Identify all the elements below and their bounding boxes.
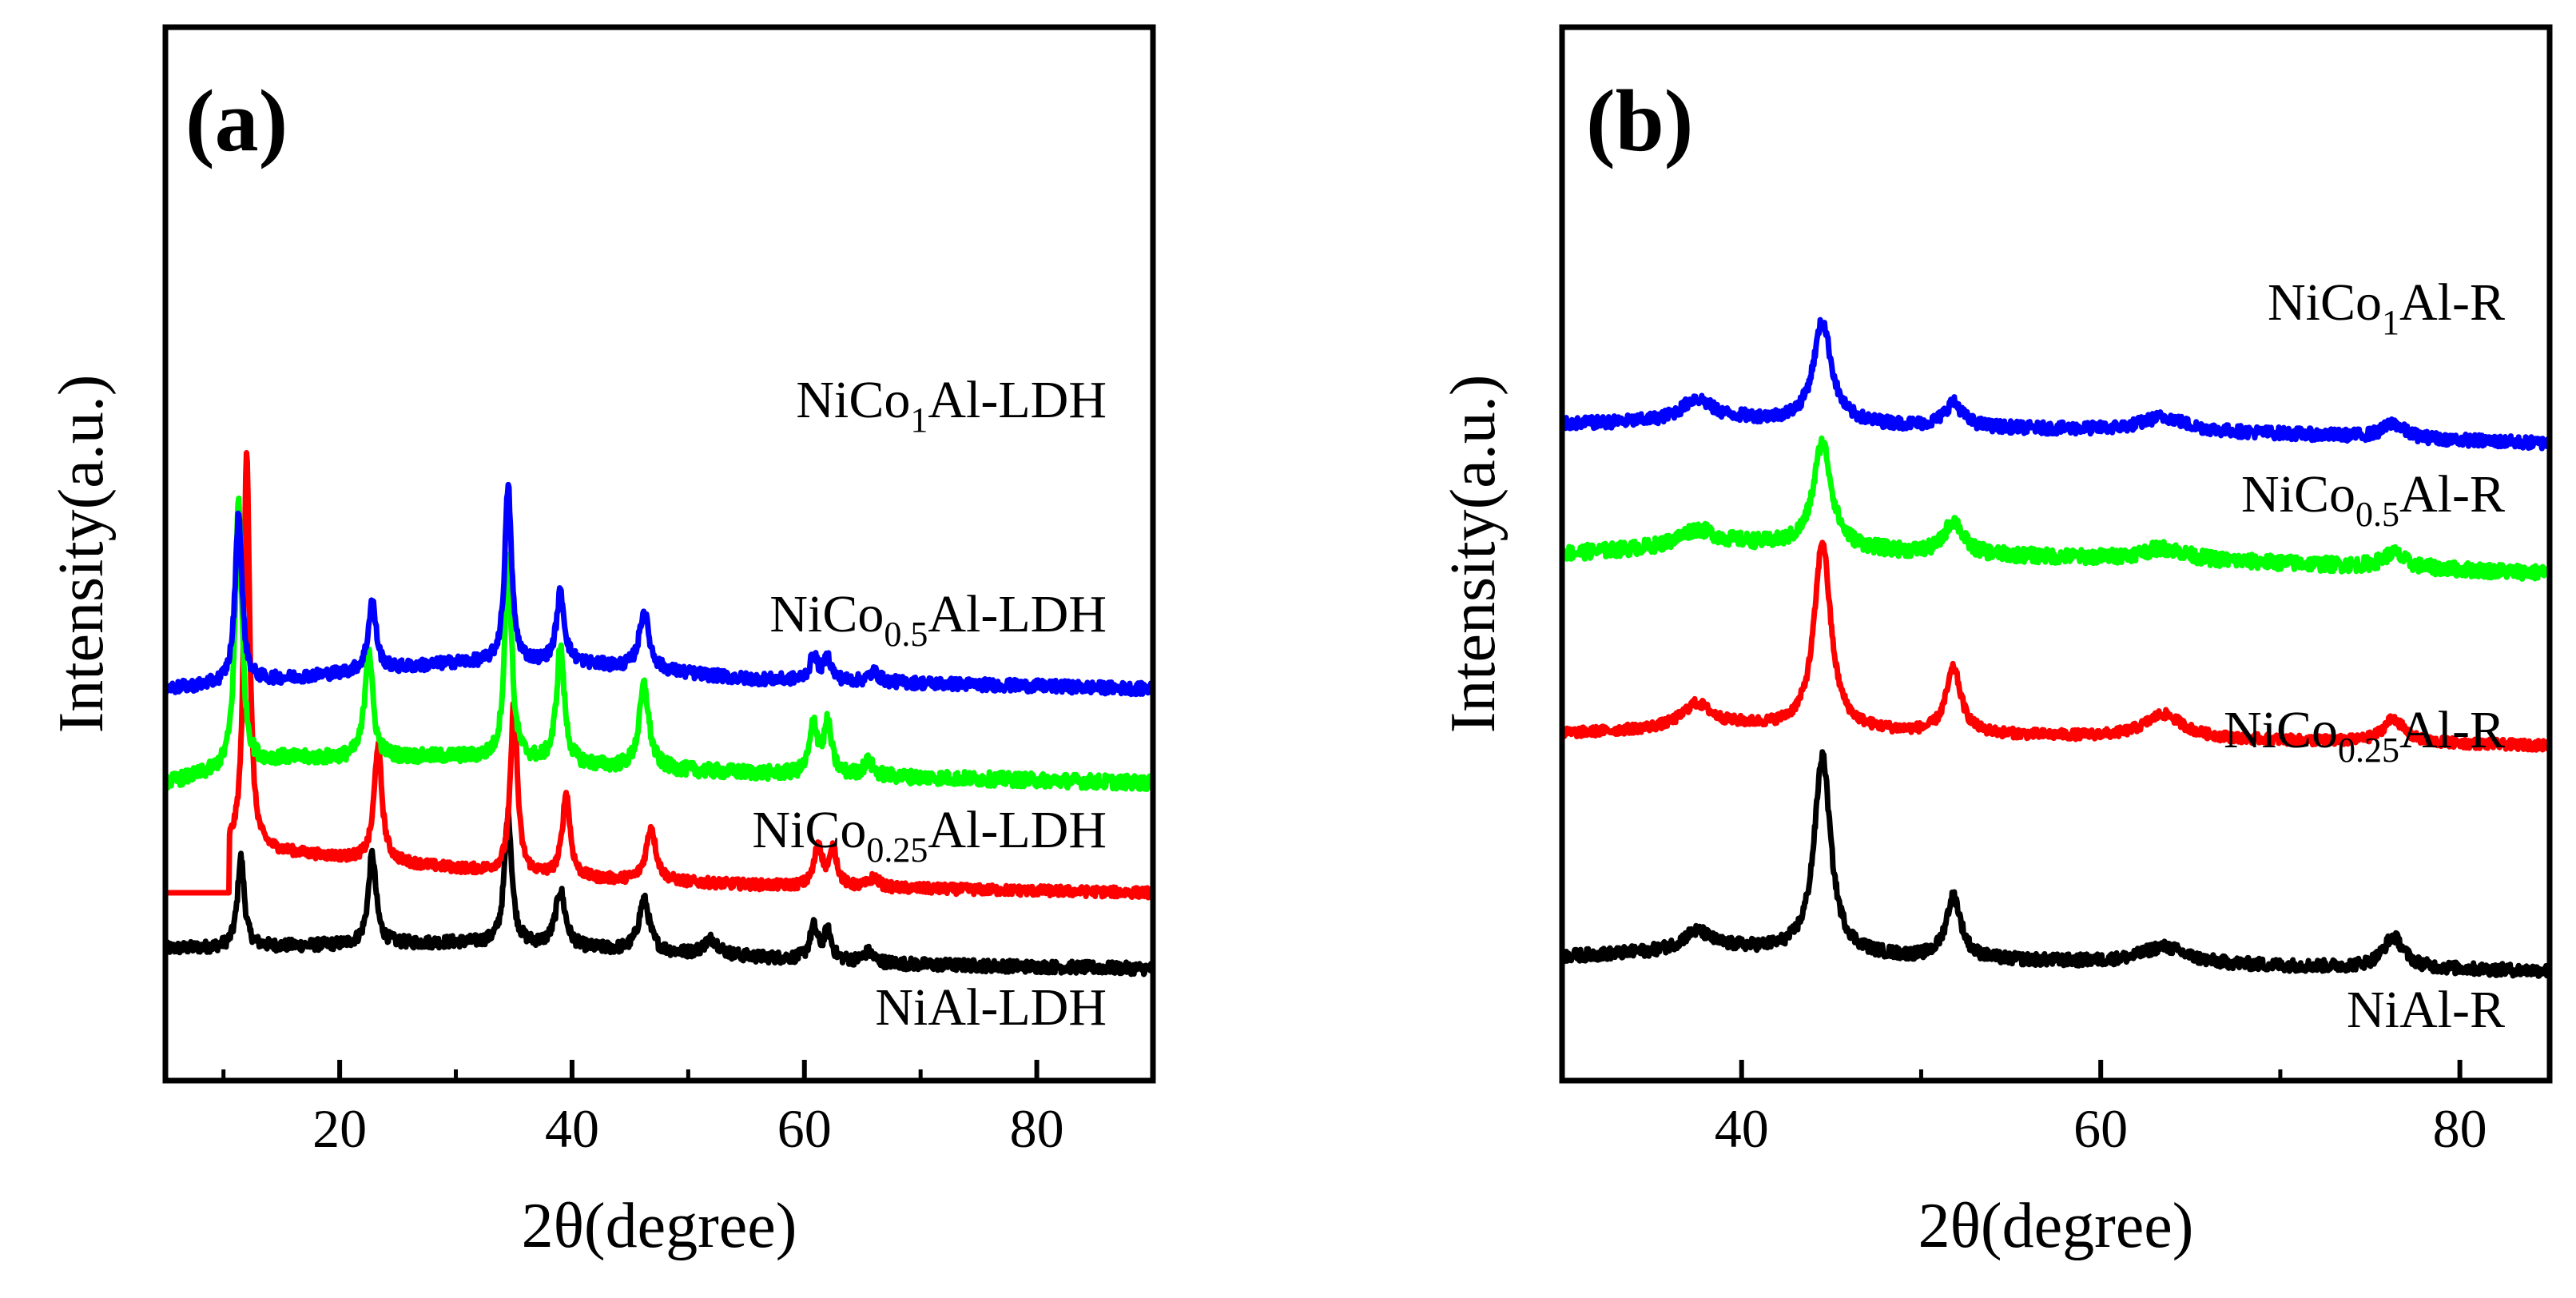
panel-b-curves bbox=[1559, 317, 2553, 979]
series-line-NiCo0.5Al-R bbox=[1559, 435, 2553, 582]
panel-b-frame bbox=[1559, 24, 2553, 1084]
panel-a-curves bbox=[162, 450, 1156, 977]
series-line-NiAl-LDH bbox=[162, 806, 1155, 977]
series-label-NiAl-R: NiAl-R bbox=[2347, 981, 2505, 1039]
panel-a-frame bbox=[162, 24, 1156, 1084]
series-line-NiAl-R bbox=[1559, 749, 2553, 979]
panel-b-x-ticks: 40 60 80 bbox=[1715, 1060, 2487, 1159]
series-line-NiCo0.5Al-LDH bbox=[162, 496, 1156, 792]
x-tick-label: 80 bbox=[1010, 1098, 1064, 1159]
series-label-NiCo0.25Al-R: NiCo0.25Al-R bbox=[2224, 701, 2505, 770]
x-tick-label: 80 bbox=[2433, 1098, 2487, 1159]
series-line-NiCo1Al-LDH bbox=[163, 481, 1156, 698]
panel-b-label: (b) bbox=[1586, 72, 1693, 169]
x-tick-label: 60 bbox=[777, 1098, 832, 1159]
series-label-NiCo0.5Al-R: NiCo0.5Al-R bbox=[2241, 465, 2505, 534]
series-line-NiCo0.25Al-R bbox=[1559, 540, 2553, 753]
x-tick-label: 60 bbox=[2073, 1098, 2128, 1159]
panel-a-label: (a) bbox=[185, 72, 288, 169]
panel-b: NiAl-R NiCo0.25Al-R NiCo0.5Al-R NiCo1Al-R 4… bbox=[1438, 24, 2553, 1261]
panel-a-x-axis-title: 2θ(degree) bbox=[522, 1191, 797, 1261]
panel-a: NiAl-LDH NiCo0.25Al-LDH NiCo0.5Al-LDH NiCo1… bbox=[46, 24, 1156, 1261]
x-tick-label: 20 bbox=[312, 1098, 367, 1159]
series-label-NiCo1Al-LDH: NiCo1Al-LDH bbox=[796, 371, 1107, 440]
panel-a-series-labels: NiAl-LDH NiCo0.25Al-LDH NiCo0.5Al-LDH NiCo1… bbox=[752, 371, 1107, 1037]
panel-b-series-labels: NiAl-R NiCo0.25Al-R NiCo0.5Al-R NiCo1Al-R bbox=[2224, 273, 2505, 1039]
series-label-NiCo1Al-R: NiCo1Al-R bbox=[2268, 273, 2505, 342]
x-tick-label: 40 bbox=[545, 1098, 599, 1159]
series-line-NiCo0.25Al-LDH bbox=[163, 450, 1156, 901]
series-line-NiCo1Al-R bbox=[1560, 317, 2552, 452]
x-tick-label: 40 bbox=[1715, 1098, 1769, 1159]
panel-b-y-axis-title: Intensity(a.u.) bbox=[1438, 375, 1509, 734]
series-label-NiCo0.25Al-LDH: NiCo0.25Al-LDH bbox=[752, 801, 1107, 870]
series-label-NiAl-LDH: NiAl-LDH bbox=[875, 978, 1107, 1037]
series-label-NiCo0.5Al-LDH: NiCo0.5Al-LDH bbox=[769, 585, 1107, 654]
panel-a-x-ticks: 20 40 60 80 bbox=[221, 1060, 1064, 1159]
panel-b-x-axis-title: 2θ(degree) bbox=[1918, 1191, 2194, 1261]
panel-a-y-axis-title: Intensity(a.u.) bbox=[46, 375, 117, 734]
